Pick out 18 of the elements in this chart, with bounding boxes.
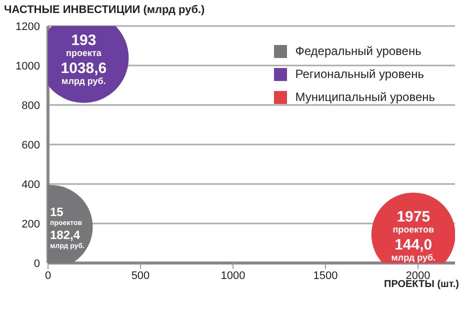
legend-label: Федеральный уровень	[295, 43, 422, 60]
x-tick-label: 1000	[220, 270, 246, 282]
y-tick-label: 200	[22, 218, 40, 230]
chart-title: ЧАСТНЫЕ ИНВЕСТИЦИИ (млрд руб.)	[4, 4, 205, 16]
legend-label: Региональный уровень	[295, 66, 424, 83]
legend-label: Муниципальный уровень	[295, 89, 435, 106]
data-label: 1975 проектов 144,0 млрд руб.	[391, 208, 436, 263]
x-tick-label: 1500	[313, 270, 338, 282]
data-label: 193 проекта 1038,6 млрд руб.	[60, 32, 107, 86]
y-tick-label: 400	[22, 178, 40, 191]
y-tick-label: 1200	[16, 20, 40, 33]
y-tick-label: 0	[34, 258, 40, 270]
x-axis-title: ПРОЕКТЫ (шт.)	[384, 279, 459, 290]
y-tick-label: 600	[22, 139, 40, 152]
y-tick-label: 800	[22, 100, 40, 112]
y-tick-label: 1000	[16, 60, 40, 72]
x-tick-label: 0	[44, 270, 52, 282]
x-tick-label: 500	[131, 270, 150, 282]
